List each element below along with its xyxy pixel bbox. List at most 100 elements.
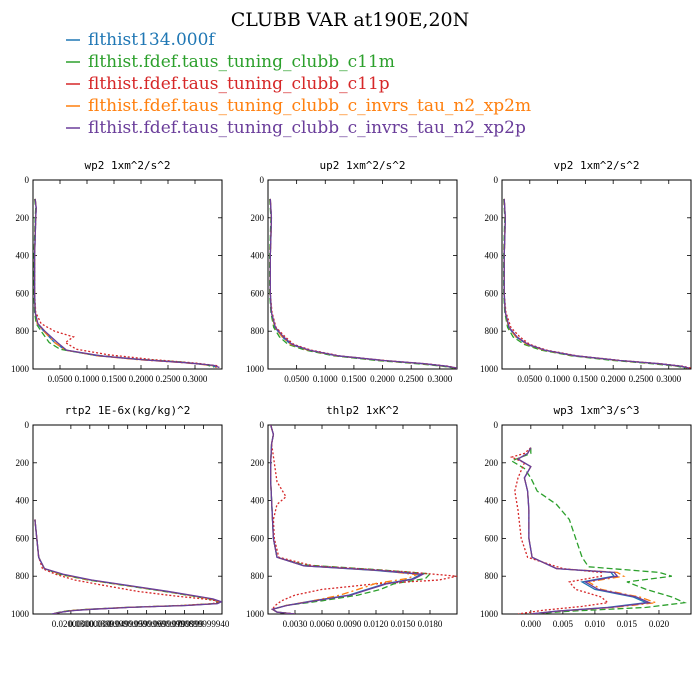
series-line-4 — [33, 198, 217, 369]
panel-title: vp2 1xm^2/s^2 — [553, 159, 639, 172]
series-line-5 — [269, 198, 457, 369]
series-line-2 — [503, 198, 686, 369]
series-line-4 — [269, 198, 457, 369]
x-tick-label: 0.0599999 — [128, 619, 167, 629]
panel-title: up2 1xm^2/s^2 — [319, 159, 405, 172]
panel-title: thlp2 1xK^2 — [326, 404, 399, 417]
y-tick-label: 0 — [25, 175, 30, 185]
x-tick-label: 0.2500 — [156, 374, 181, 384]
y-tick-label: 800 — [16, 326, 30, 336]
y-tick-label: 800 — [251, 571, 265, 581]
series-line-3 — [503, 198, 691, 369]
panel-3: vp2 1xm^2/s^2 0 200 400 600 800 1000 0.0500 0.10… — [480, 159, 692, 384]
series-line-1 — [503, 198, 689, 369]
y-tick-label: 0 — [25, 420, 30, 430]
x-tick-label: 0.0150 — [391, 619, 416, 629]
y-tick-label: 1000 — [246, 364, 265, 374]
plot-frame — [267, 424, 458, 615]
y-tick-label: 0 — [260, 420, 265, 430]
x-tick-label: 0.1500 — [573, 374, 598, 384]
y-tick-label: 200 — [16, 213, 30, 223]
x-tick-label: 0.015 — [617, 619, 638, 629]
figure-title: CLUBB VAR at190E,20N — [231, 9, 470, 31]
x-tick-label: 0.0030 — [283, 619, 308, 629]
y-tick-label: 1000 — [246, 609, 265, 619]
panel-title: wp2 1xm^2/s^2 — [84, 159, 170, 172]
series-line-4 — [516, 447, 657, 614]
legend-label: flthist.fdef.taus_tuning_clubb_c_invrs_t… — [88, 96, 531, 116]
x-tick-label: 0.000 — [521, 619, 542, 629]
x-tick-label: 0.1000 — [75, 374, 100, 384]
y-tick-label: 600 — [16, 533, 30, 543]
x-tick-label: 0.3000 — [656, 374, 681, 384]
plot-frame — [501, 424, 692, 615]
panel-5: thlp2 1xK^2 0 200 400 600 800 1000 0.0030 0.0060… — [246, 404, 458, 629]
x-tick-label: 0.1500 — [102, 374, 127, 384]
y-tick-label: 200 — [251, 458, 265, 468]
y-tick-label: 0 — [494, 175, 499, 185]
panel-title: wp3 1xm^3/s^3 — [553, 404, 639, 417]
series-line-4 — [503, 198, 689, 369]
legend-entry: flthist.fdef.taus_tuning_clubb_c11p — [66, 74, 390, 94]
legend-label: flthist.fdef.taus_tuning_clubb_c_invrs_t… — [88, 118, 526, 138]
series-line-1 — [270, 425, 424, 614]
x-tick-label: 0.2000 — [601, 374, 626, 384]
series-group — [33, 198, 220, 369]
series-line-3 — [33, 198, 220, 369]
legend-entry: flthist.fdef.taus_tuning_clubb_c_invrs_t… — [66, 118, 526, 138]
y-tick-label: 400 — [485, 251, 499, 261]
series-line-3 — [270, 425, 457, 614]
x-tick-label: 0.2000 — [129, 374, 154, 384]
series-line-4 — [34, 519, 222, 614]
y-tick-label: 1000 — [11, 364, 30, 374]
plot-frame — [267, 179, 458, 370]
y-tick-label: 200 — [485, 213, 499, 223]
series-line-3 — [34, 519, 220, 614]
series-line-5 — [33, 198, 220, 369]
y-tick-label: 200 — [251, 213, 265, 223]
y-tick-label: 600 — [16, 288, 30, 298]
legend-entry: flthist.fdef.taus_tuning_clubb_c_invrs_t… — [66, 96, 531, 116]
x-tick-label: 0.0899999940 — [178, 619, 230, 629]
panel-2: up2 1xm^2/s^2 0 200 400 600 800 1000 0.0500 0.10… — [246, 159, 458, 384]
y-tick-label: 400 — [251, 496, 265, 506]
series-group — [269, 198, 457, 369]
legend-label: flthist.fdef.taus_tuning_clubb_c11p — [88, 74, 390, 94]
plot-frame — [501, 179, 692, 370]
legend-label: flthist134.000f — [88, 30, 216, 50]
x-tick-label: 0.0060 — [310, 619, 335, 629]
x-tick-label: 0.0699999 — [146, 619, 185, 629]
x-tick-label: 0.010 — [585, 619, 606, 629]
x-tick-label: 0.1500 — [342, 374, 367, 384]
legend: flthist134.000f flthist.fdef.taus_tuning_… — [66, 30, 531, 138]
series-line-2 — [33, 198, 215, 368]
x-tick-label: 0.2500 — [399, 374, 424, 384]
series-line-5 — [516, 447, 652, 614]
y-tick-label: 800 — [485, 326, 499, 336]
x-tick-label: 0.0399999 — [90, 619, 129, 629]
y-tick-label: 200 — [16, 458, 30, 468]
y-tick-label: 600 — [485, 533, 499, 543]
series-line-1 — [269, 198, 457, 369]
y-tick-label: 800 — [485, 571, 499, 581]
x-tick-label: 0.0180 — [418, 619, 443, 629]
x-tick-label: 0.005 — [553, 619, 574, 629]
y-tick-label: 600 — [251, 288, 265, 298]
series-line-2 — [269, 198, 455, 369]
panel-title: rtp2 1E-6x(kg/kg)^2 — [65, 404, 191, 417]
x-tick-label: 0.1000 — [313, 374, 338, 384]
y-tick-label: 1000 — [11, 609, 30, 619]
x-tick-label: 0.3000 — [427, 374, 452, 384]
x-tick-label: 0.03000000 — [68, 619, 111, 629]
y-tick-label: 400 — [16, 251, 30, 261]
x-tick-label: 0.2500 — [629, 374, 654, 384]
series-line-5 — [270, 425, 426, 614]
series-line-1 — [34, 519, 222, 614]
series-group — [509, 447, 688, 614]
series-line-4 — [270, 425, 420, 614]
x-tick-label: 0.1000 — [545, 374, 570, 384]
series-line-1 — [33, 198, 217, 369]
y-tick-label: 800 — [251, 326, 265, 336]
series-group — [270, 425, 457, 614]
